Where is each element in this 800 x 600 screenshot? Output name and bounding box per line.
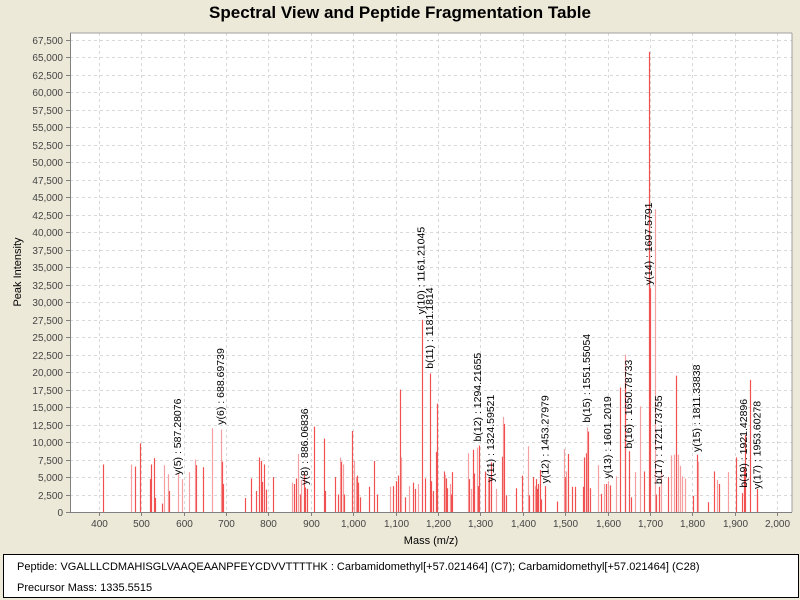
y-tick-label: 67,500 [32, 36, 63, 47]
peak-annotation: y(17) : 1953.60278 [751, 401, 763, 489]
x-tick-label: 1,900 [723, 519, 748, 530]
y-tick-label: 45,000 [32, 193, 63, 204]
peak-annotation: y(14) : 1697.5791 [643, 202, 655, 284]
y-tick-label: 5,000 [38, 473, 63, 484]
peak-annotation: y(11) : 1324.59521 [485, 395, 497, 483]
peak-annotation: y(6) : 688.69739 [215, 348, 227, 425]
y-tick-label: 57,500 [32, 106, 63, 117]
y-tick-label: 50,000 [32, 158, 63, 169]
y-tick-label: 20,000 [32, 368, 63, 379]
y-tick-label: 42,500 [32, 211, 63, 222]
x-tick-label: 1,400 [511, 519, 536, 530]
y-axis-ticks: 0 2,500 5,000 7,500 10,000 12,500 15,000 17,500… [32, 36, 70, 519]
peak-annotations: y(5) : 587.28076 y(6) : 688.69739 y(8) : 8… [172, 202, 763, 489]
y-tick-label: 47,500 [32, 176, 63, 187]
y-tick-label: 12,500 [32, 421, 63, 432]
precursor-label: Precursor Mass: [17, 582, 98, 594]
x-tick-label: 1,200 [426, 519, 451, 530]
y-tick-label: 22,500 [32, 351, 63, 362]
peak-annotation: y(10) : 1161.21045 [416, 227, 428, 315]
x-tick-label: 1,100 [384, 519, 409, 530]
peptide-label: Peptide: [17, 561, 58, 573]
y-tick-label: 2,500 [38, 491, 63, 502]
x-axis-label: Mass (m/z) [404, 535, 458, 547]
y-tick-label: 10,000 [32, 438, 63, 449]
x-tick-label: 600 [176, 519, 193, 530]
spectrum-chart: y(5) : 587.28076 y(6) : 688.69739 y(8) : 8… [12, 32, 793, 547]
y-tick-label: 62,500 [32, 71, 63, 82]
y-tick-label: 17,500 [32, 386, 63, 397]
x-tick-label: 500 [133, 519, 150, 530]
peak-annotation: b(12) : 1294.21655 [472, 353, 484, 442]
y-axis-label: Peak Intensity [12, 237, 24, 307]
peak-annotation: b(11) : 1181.1814 [424, 287, 436, 368]
precursor-mass: 1335.5515 [100, 582, 153, 594]
x-tick-label: 800 [260, 519, 277, 530]
peak-annotation: y(5) : 587.28076 [172, 398, 184, 475]
peak-annotation: b(15) : 1551.55054 [581, 334, 593, 423]
y-tick-label: 25,000 [32, 333, 63, 344]
y-tick-label: 7,500 [38, 456, 63, 467]
peaks [102, 51, 759, 512]
x-tick-label: 1,600 [596, 519, 621, 530]
y-tick-label: 40,000 [32, 228, 63, 239]
x-tick-label: 700 [218, 519, 235, 530]
peak-annotation: y(15) : 1811.33838 [691, 364, 703, 452]
x-tick-label: 1,800 [680, 519, 705, 530]
y-tick-label: 27,500 [32, 316, 63, 327]
y-tick-label: 35,000 [32, 263, 63, 274]
y-tick-label: 52,500 [32, 141, 63, 152]
x-tick-label: 2,000 [765, 519, 790, 530]
peptide-line: Peptide: VGALLLCDMAHISGLVAAQEAANPFEYCDVV… [17, 561, 700, 573]
y-tick-label: 30,000 [32, 298, 63, 309]
peptide-sequence: VGALLLCDMAHISGLVAAQEAANPFEYCDVVTTTTHK : … [60, 561, 700, 573]
y-tick-label: 60,000 [32, 88, 63, 99]
peak-annotation: b(17) : 1721.73755 [653, 395, 665, 484]
x-axis-ticks: 400 500 600 700 800 900 1,000 1,100 1,200 1,300 1,… [91, 512, 790, 530]
peak-annotation: y(8) : 886.06836 [299, 408, 311, 485]
x-tick-label: 1,300 [468, 519, 493, 530]
y-tick-label: 15,000 [32, 403, 63, 414]
x-tick-label: 400 [91, 519, 108, 530]
peak-annotation: y(13) : 1601.2019 [602, 396, 614, 478]
x-tick-label: 900 [303, 519, 320, 530]
chart-title: Spectral View and Peptide Fragmentation … [209, 3, 591, 22]
y-tick-label: 32,500 [32, 281, 63, 292]
y-tick-label: 55,000 [32, 123, 63, 134]
x-tick-label: 1,700 [638, 519, 663, 530]
precursor-line: Precursor Mass: 1335.5515 [17, 582, 152, 594]
y-tick-label: 37,500 [32, 246, 63, 257]
x-tick-label: 1,000 [341, 519, 366, 530]
x-tick-label: 1,500 [553, 519, 578, 530]
peptide-info-panel: Peptide: VGALLLCDMAHISGLVAAQEAANPFEYCDVV… [3, 554, 799, 598]
peak-annotation: y(12) : 1453.27979 [539, 395, 551, 483]
y-tick-label: 65,000 [32, 53, 63, 64]
peak-annotation: b(16) : 1650.78733 [623, 360, 635, 449]
y-tick-label: 0 [57, 508, 63, 519]
peak-annotation: b(19) : 1921.42896 [738, 399, 750, 488]
